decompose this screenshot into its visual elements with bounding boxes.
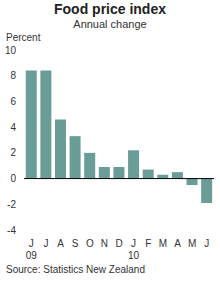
svg-text:6: 6 bbox=[10, 96, 16, 107]
svg-text:N: N bbox=[101, 238, 108, 249]
html-text:Annual change: Annual change bbox=[73, 18, 147, 30]
svg-text:J: J bbox=[204, 238, 209, 249]
html-text:Percent: Percent bbox=[6, 32, 41, 43]
svg-text:0: 0 bbox=[10, 173, 16, 184]
svg-text:M: M bbox=[188, 238, 196, 249]
svg-text:J: J bbox=[131, 238, 136, 249]
svg-text:J: J bbox=[29, 238, 34, 249]
svg-text:S: S bbox=[72, 238, 79, 249]
svg-text:2: 2 bbox=[10, 147, 16, 158]
svg-text:A: A bbox=[174, 238, 181, 249]
svg-text:J: J bbox=[43, 238, 48, 249]
svg-text:-2: -2 bbox=[8, 199, 16, 210]
svg-text:O: O bbox=[86, 238, 94, 249]
svg-text:10: 10 bbox=[128, 250, 140, 261]
svg-text:10: 10 bbox=[8, 45, 16, 56]
svg-text:8: 8 bbox=[10, 70, 16, 81]
svg-text:09: 09 bbox=[26, 250, 38, 261]
svg-text:D: D bbox=[115, 238, 122, 249]
html-text:Food price index: Food price index bbox=[54, 1, 166, 17]
svg-text:A: A bbox=[57, 238, 64, 249]
svg-text:F: F bbox=[145, 238, 151, 249]
svg-text:M: M bbox=[159, 238, 167, 249]
svg-text:4: 4 bbox=[10, 122, 16, 133]
svg-text:-4: -4 bbox=[8, 225, 16, 236]
html-text:Source: Statistics New Zealand: Source: Statistics New Zealand bbox=[6, 264, 145, 275]
